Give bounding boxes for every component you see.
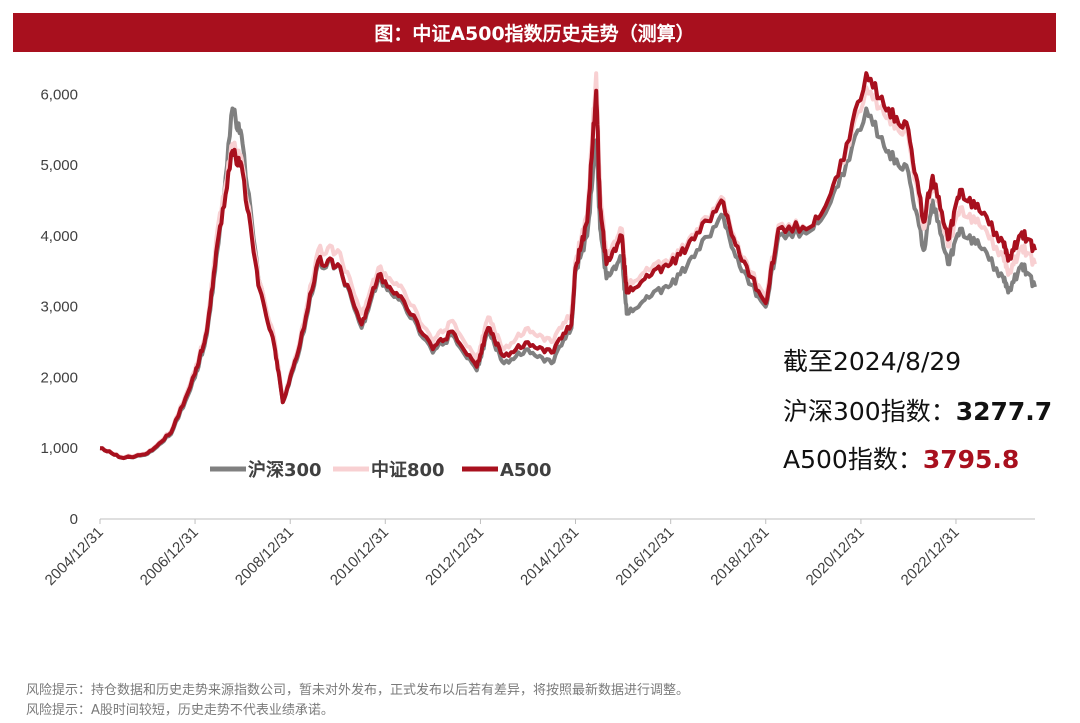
x-tick-label: 2020/12/31 (803, 524, 868, 589)
series-line-2 (99, 71, 1037, 461)
x-axis-ticks: 2004/12/31 2006/12/31 2008/12/31 2010/12/31… (42, 519, 963, 589)
x-tick-label: 2010/12/31 (327, 524, 392, 589)
annotation-a500: A500指数：3795.8 (783, 440, 1019, 476)
y-tick-label: 3,000 (40, 299, 78, 316)
legend: 沪深300 中证800 A500 (210, 459, 552, 481)
y-tick-label: 2,000 (40, 369, 78, 386)
legend-label: 沪深300 (248, 459, 322, 481)
risk-note-1: 风险提示：持仓数据和历史走势来源指数公司，暂未对外发布，正式发布以后若有差异，将… (26, 683, 690, 698)
x-tick-label: 2014/12/31 (517, 524, 582, 589)
x-tick-label: 2004/12/31 (42, 524, 107, 589)
y-tick-label: 4,000 (40, 228, 78, 245)
x-tick-label: 2018/12/31 (707, 524, 772, 589)
annotation-a500-value: 3795.8 (922, 445, 1020, 474)
annotation-hs300: 沪深300指数：3277.7 (783, 392, 1052, 428)
series-lines (99, 71, 1037, 461)
x-tick-label: 2008/12/31 (232, 524, 297, 589)
x-tick-label: 2016/12/31 (612, 524, 677, 589)
legend-label: A500 (500, 460, 552, 481)
y-tick-label: 6,000 (40, 86, 78, 103)
annotation-a500-label: A500指数： (783, 445, 923, 474)
risk-notes: 风险提示：持仓数据和历史走势来源指数公司，暂未对外发布，正式发布以后若有差异，将… (26, 681, 689, 721)
x-tick-label: 2012/12/31 (422, 524, 487, 589)
annotation-hs300-label: 沪深300指数： (783, 397, 956, 426)
y-tick-label: 0 (70, 511, 78, 528)
y-tick-label: 1,000 (40, 440, 78, 457)
risk-note-2: 风险提示：A股时间较短，历史走势不代表业绩承诺。 (26, 703, 334, 718)
chart-title: 图：中证A500指数历史走势（测算） (13, 13, 1056, 52)
x-tick-label: 2022/12/31 (898, 524, 963, 589)
annotation-hs300-value: 3277.7 (955, 397, 1053, 426)
annotation-date: 截至2024/8/29 (783, 347, 962, 376)
y-axis-tick-labels: 0 1,000 2,000 3,000 4,000 5,000 6,000 (40, 86, 78, 528)
legend-label: 中证800 (371, 459, 445, 481)
x-tick-label: 2006/12/31 (137, 524, 202, 589)
y-tick-label: 5,000 (40, 157, 78, 174)
